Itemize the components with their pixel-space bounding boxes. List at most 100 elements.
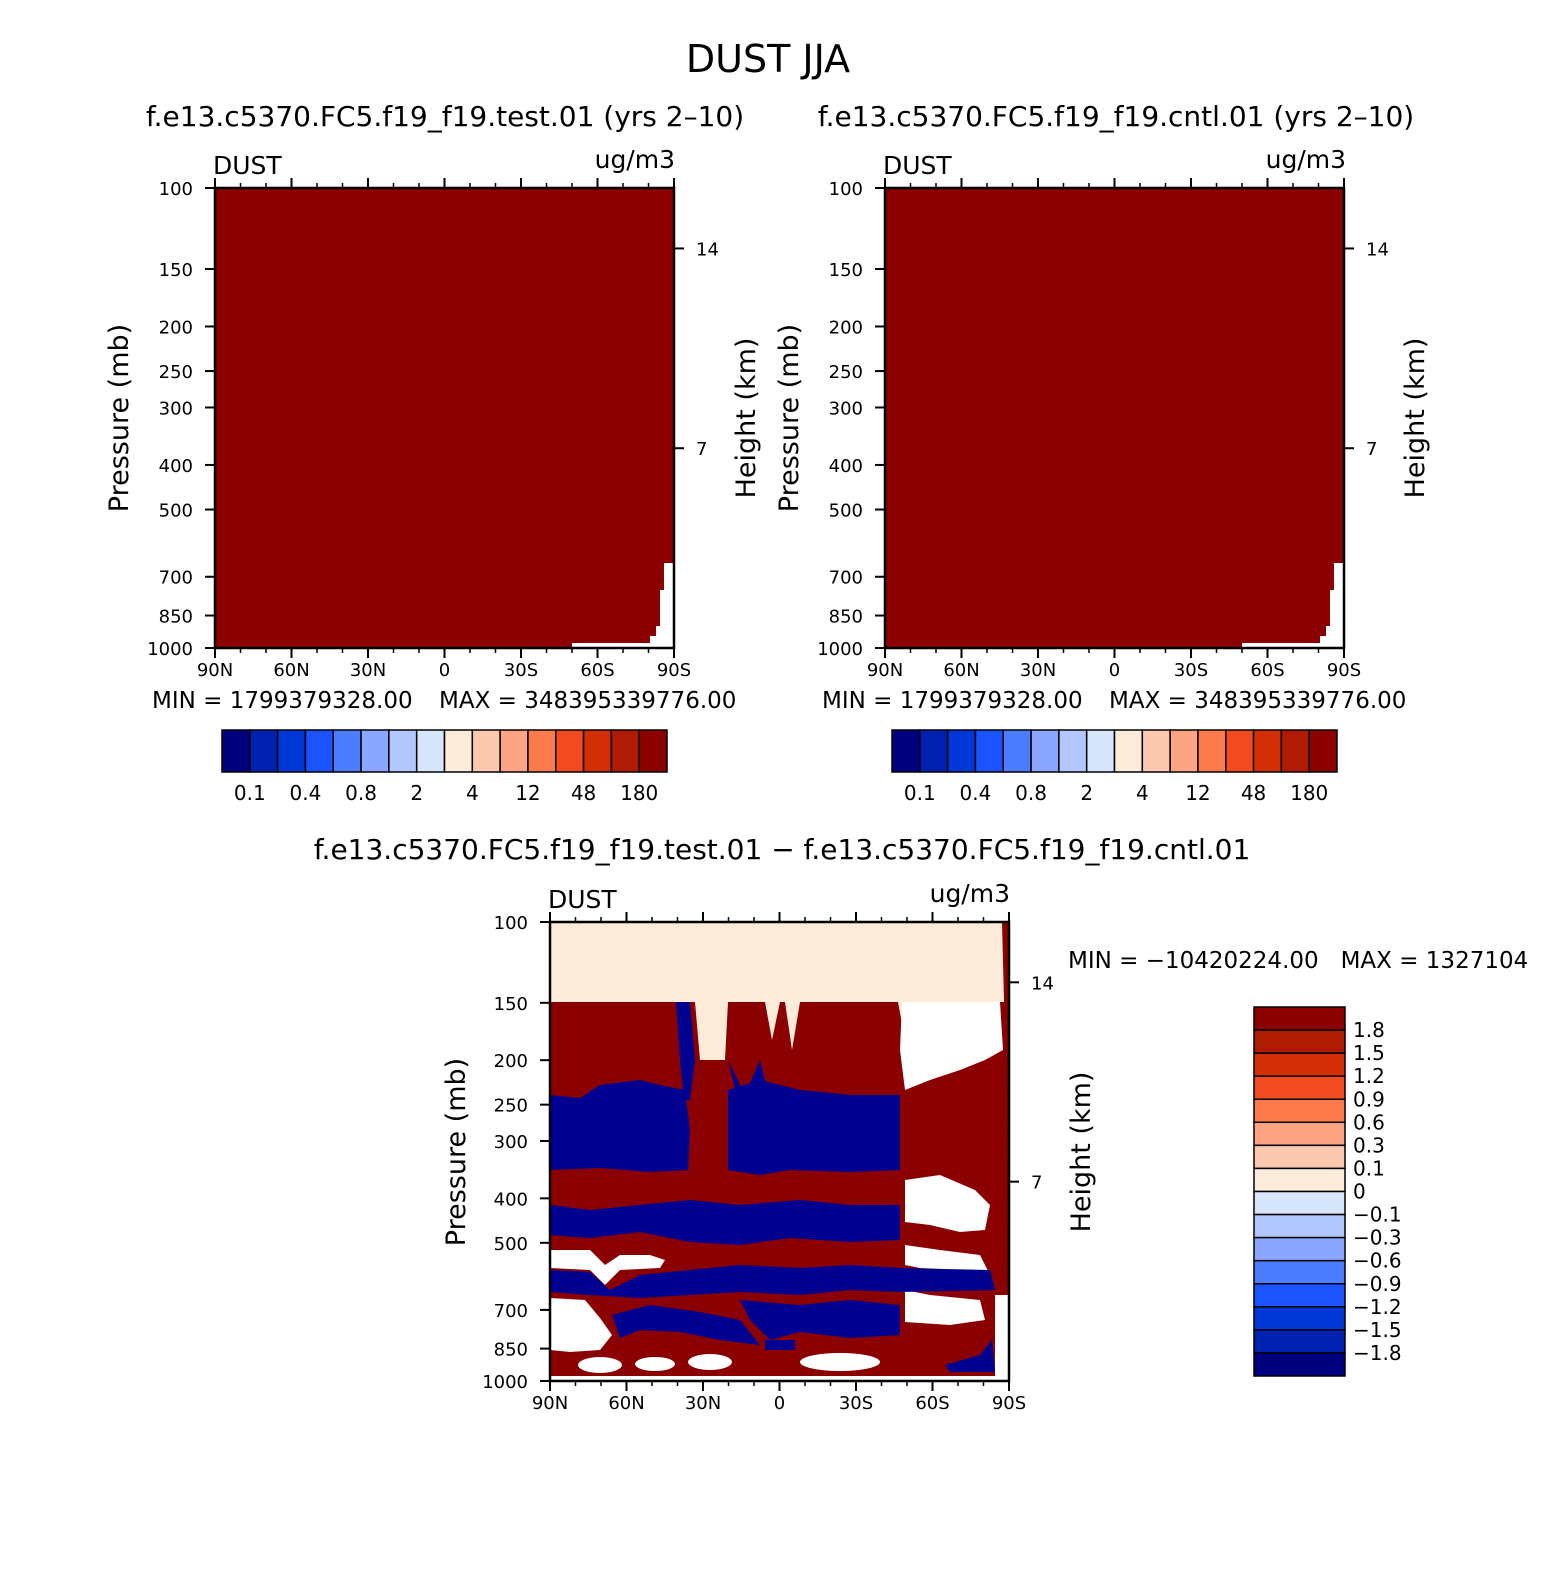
diff-y-ticks: 100 150 200 250 300 400 500 700 850 1000 — [482, 913, 550, 1393]
test-panel-title: f.e13.c5370.FC5.f19_f19.test.01 (yrs 2–1… — [146, 100, 744, 133]
diff-left-white-band — [550, 1250, 665, 1285]
pressure-tick-label: 250 — [829, 362, 863, 383]
pressure-tick-label: 400 — [829, 456, 863, 477]
cntl-missing-region — [1242, 563, 1344, 648]
colorbar-label: 180 — [1290, 781, 1328, 805]
lat-tick-label: 60N — [273, 660, 309, 681]
diff-right-white-upper — [905, 1175, 990, 1232]
colorbar-label: 48 — [1241, 781, 1266, 805]
test-height-ticks: 14 7 — [674, 239, 719, 460]
colorbar-label: 1.8 — [1353, 1018, 1385, 1042]
colorbar-swatch — [499, 729, 529, 773]
pressure-tick-label: 500 — [829, 501, 863, 522]
lat-tick-label: 30N — [1020, 660, 1056, 681]
lat-tick-label: 90N — [867, 660, 903, 681]
pressure-tick-label: 300 — [829, 398, 863, 419]
colorbar-label: 0.1 — [904, 781, 936, 805]
height-tick-label: 14 — [1031, 973, 1054, 994]
colorbar-swatch — [1141, 729, 1171, 773]
diff-lower-left-white — [550, 1298, 612, 1352]
test-y-ticks: 100 150 200 250 300 400 500 700 850 1000 — [147, 179, 215, 660]
colorbar-swatch — [360, 729, 390, 773]
colorbar-label: −1.5 — [1353, 1318, 1402, 1342]
test-variable-label: DUST — [213, 151, 282, 180]
cntl-units-label: ug/m3 — [1266, 145, 1346, 174]
test-max-label: MAX = 348395339776.00 — [439, 688, 736, 714]
diff-surface-blob-4 — [800, 1353, 880, 1371]
cntl-max-label: MAX = 348395339776.00 — [1109, 688, 1406, 714]
lat-tick-label: 60S — [1250, 660, 1284, 681]
diff-panel: f.e13.c5370.FC5.f19_f19.test.01 − f.e13.… — [314, 833, 1529, 1414]
colorbar-swatch — [1169, 729, 1199, 773]
colorbar-swatch — [1253, 1329, 1346, 1354]
height-tick-label: 7 — [1031, 1173, 1042, 1194]
diff-right-edge-red — [1000, 922, 1009, 1295]
lat-tick-label: 0 — [1109, 660, 1120, 681]
colorbar-swatch — [1253, 1121, 1346, 1147]
pressure-tick-label: 850 — [159, 607, 193, 628]
pressure-tick-label: 400 — [159, 456, 193, 477]
colorbar-label: 48 — [571, 781, 596, 805]
diff-right-edge-white — [995, 1295, 1009, 1381]
pressure-tick-label: 100 — [829, 179, 863, 200]
pressure-tick-label: 500 — [159, 501, 193, 522]
test-field — [215, 188, 674, 648]
cntl-panel-title: f.e13.c5370.FC5.f19_f19.cntl.01 (yrs 2–1… — [818, 100, 1414, 133]
pressure-tick-label: 250 — [494, 1096, 528, 1117]
colorbar-swatch — [1253, 1006, 1346, 1031]
colorbar-swatch — [1030, 729, 1060, 773]
colorbar-swatch — [1253, 1098, 1346, 1124]
diff-lower-center-blue — [740, 1300, 900, 1340]
height-tick-label: 7 — [1366, 439, 1377, 460]
pressure-tick-label: 200 — [159, 317, 193, 338]
colorbar-swatch — [1085, 729, 1116, 773]
pressure-tick-label: 150 — [829, 260, 863, 281]
lat-tick-label: 60N — [608, 1393, 644, 1414]
figure-title: DUST JJA — [686, 37, 850, 81]
height-tick-label: 14 — [1366, 239, 1389, 260]
diff-x-ticks: 90N 60N 30N 0 30S 60S 90S — [532, 912, 1026, 1414]
colorbar-swatch — [1253, 1075, 1346, 1100]
colorbar-label: 180 — [620, 781, 658, 805]
lat-tick-label: 90N — [197, 660, 233, 681]
pressure-tick-label: 150 — [494, 994, 528, 1015]
lat-tick-label: 60S — [915, 1393, 949, 1414]
cntl-height-ticks: 14 7 — [1344, 239, 1389, 460]
colorbar-swatch — [1197, 729, 1227, 773]
colorbar-label: −0.3 — [1353, 1226, 1402, 1250]
colorbar-label: −0.6 — [1353, 1249, 1402, 1273]
diff-blue-band-upper-left — [550, 1080, 690, 1172]
colorbar-label: 0.8 — [1015, 781, 1047, 805]
colorbar-swatch — [276, 729, 307, 773]
colorbar-label: 0.1 — [1353, 1156, 1385, 1180]
colorbar-swatch — [304, 729, 334, 773]
colorbar-label: 0.3 — [1353, 1133, 1385, 1157]
colorbar-swatch — [1113, 729, 1144, 773]
colorbar-swatch — [1058, 729, 1088, 773]
cntl-colorbar: 0.1 0.4 0.8 2 4 12 48 180 — [891, 729, 1338, 805]
colorbar-swatch — [1253, 1029, 1346, 1054]
diff-variable-label: DUST — [548, 885, 617, 914]
pressure-tick-label: 700 — [494, 1301, 528, 1322]
colorbar-swatch — [919, 729, 949, 773]
colorbar-label: −0.9 — [1353, 1272, 1402, 1296]
colorbar-label: 0.8 — [345, 781, 377, 805]
diff-panel-title: f.e13.c5370.FC5.f19_f19.test.01 − f.e13.… — [314, 833, 1251, 866]
colorbar-swatch — [221, 729, 251, 773]
diff-height-ticks: 14 7 — [1009, 973, 1054, 1194]
pressure-tick-label: 1000 — [482, 1372, 528, 1393]
diff-surface-blob-1 — [578, 1357, 622, 1373]
colorbar-label: 12 — [1185, 781, 1210, 805]
lat-tick-label: 90S — [657, 660, 691, 681]
colorbar-swatch — [415, 729, 446, 773]
test-missing-region — [572, 563, 674, 648]
colorbar-swatch — [1253, 1213, 1346, 1239]
height-tick-label: 7 — [696, 439, 707, 460]
cntl-x-ticks: 90N 60N 30N 0 30S 60S 90S — [867, 178, 1361, 681]
colorbar-swatch — [1253, 1144, 1346, 1170]
diff-top-peach-layer — [550, 922, 1009, 1002]
colorbar-swatch — [1253, 1236, 1346, 1262]
cntl-field — [885, 188, 1344, 648]
colorbar-swatch — [1280, 729, 1310, 773]
